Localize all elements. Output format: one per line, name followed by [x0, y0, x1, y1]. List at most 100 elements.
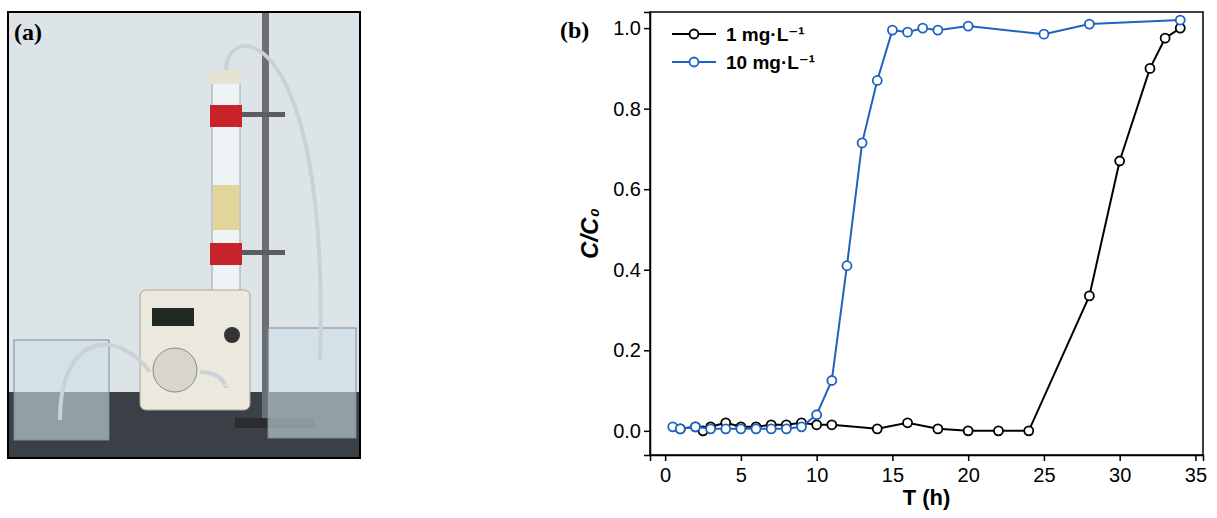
- series-point: [964, 426, 973, 435]
- series-point: [752, 424, 761, 433]
- x-tick: 35: [1185, 455, 1207, 486]
- x-tick: 30: [1109, 455, 1131, 486]
- series-point: [691, 422, 700, 431]
- y-tick: 0.6: [613, 178, 650, 200]
- series-point: [1176, 16, 1185, 25]
- series-point: [842, 261, 851, 270]
- x-tick-label: 20: [958, 464, 980, 486]
- series-point: [873, 424, 882, 433]
- x-tick: 10: [806, 455, 828, 486]
- legend-item: 10 mg·L⁻¹: [672, 52, 815, 73]
- x-tick-label: 30: [1109, 464, 1131, 486]
- series-point: [1115, 157, 1124, 166]
- y-tick: 0.4: [613, 259, 650, 281]
- x-tick-mark: [665, 455, 667, 461]
- x-axis: 0 5 10 15 20 25 30 35: [651, 455, 1208, 486]
- tube: [226, 46, 321, 360]
- x-tick-label: 5: [736, 464, 747, 486]
- y-tick: 0.0: [613, 420, 650, 442]
- legend-label: 1 mg·L⁻¹: [726, 24, 805, 45]
- x-tick-mark: [1119, 455, 1121, 461]
- tube: [200, 372, 226, 387]
- panel-label: (a): [14, 19, 42, 45]
- legend-marker: [690, 30, 699, 39]
- series-point: [1161, 34, 1170, 43]
- photo-panel: (a): [8, 12, 360, 458]
- x-tick-label: 35: [1185, 464, 1207, 486]
- y-tick-mark: [644, 350, 650, 352]
- x-tick: 15: [882, 455, 904, 486]
- series-point: [858, 138, 867, 147]
- series-line: [673, 20, 1181, 429]
- series-point: [691, 422, 700, 431]
- x-tick-label: 15: [882, 464, 904, 486]
- y-tick-label: 1.0: [613, 17, 641, 39]
- series-point: [721, 424, 730, 433]
- y-tick-label: 0.6: [613, 178, 641, 200]
- x-tick: 0: [660, 455, 671, 486]
- series-point: [676, 424, 685, 433]
- pump-knob: [224, 327, 240, 343]
- x-tick-mark: [1044, 455, 1046, 461]
- legend-item: 1 mg·L⁻¹: [672, 24, 805, 45]
- series-point: [827, 420, 836, 429]
- series-point: [797, 422, 806, 431]
- y-tick-mark: [644, 431, 650, 433]
- series-point: [812, 420, 821, 429]
- y-tick-mark: [644, 269, 650, 271]
- tube: [60, 345, 150, 420]
- x-tick-mark: [892, 455, 894, 461]
- y-tick: 1.0: [613, 17, 650, 39]
- series-point: [933, 424, 942, 433]
- y-tick-label: 0.8: [613, 98, 641, 120]
- series-point: [767, 424, 776, 433]
- pump-display: [152, 308, 194, 326]
- x-axis-title: T (h): [903, 485, 951, 510]
- pump-head: [153, 348, 197, 392]
- y-axis-title: C/C₀: [576, 208, 603, 259]
- x-tick: 5: [736, 455, 747, 486]
- y-tick-label: 0.0: [613, 420, 641, 442]
- series-point: [903, 28, 912, 37]
- series-point: [888, 26, 897, 35]
- series-point: [1085, 291, 1094, 300]
- series-line: [680, 28, 1180, 431]
- series-point: [994, 426, 1003, 435]
- y-tick: 0.2: [613, 339, 650, 361]
- series-point: [1085, 20, 1094, 29]
- x-tick: 20: [958, 455, 980, 486]
- series-point: [706, 424, 715, 433]
- pump: [140, 290, 250, 410]
- series-point: [676, 424, 685, 433]
- y-axis-line: [644, 13, 651, 456]
- series-point: [964, 22, 973, 31]
- series-point: [933, 26, 942, 35]
- x-tick-mark: [968, 455, 970, 461]
- y-tick: 0.8: [613, 98, 650, 120]
- plot-frame: [650, 12, 1203, 455]
- x-axis-line: [651, 456, 1204, 462]
- legend-marker: [690, 58, 699, 67]
- plot-area: [668, 16, 1185, 436]
- x-tick-label: 10: [806, 464, 828, 486]
- y-axis: 0.0 0.2 0.4 0.6 0.8 1.0: [613, 13, 650, 456]
- x-tick-label: 25: [1033, 464, 1055, 486]
- x-tick: 25: [1033, 455, 1055, 486]
- column-end: [210, 70, 242, 84]
- y-tick-mark: [644, 28, 650, 30]
- column-cap: [210, 243, 242, 265]
- x-tick-label: 0: [660, 464, 671, 486]
- y-tick-mark: [644, 108, 650, 110]
- legend-label: 10 mg·L⁻¹: [726, 52, 815, 73]
- x-tick-mark: [816, 455, 818, 461]
- column-packing: [213, 185, 239, 230]
- x-tick-mark: [741, 455, 743, 461]
- series-point: [782, 424, 791, 433]
- series-point: [918, 24, 927, 33]
- series-point: [1024, 426, 1033, 435]
- beaker: [268, 328, 356, 438]
- photo-background: [8, 12, 360, 458]
- series-point: [1145, 64, 1154, 73]
- legend: 1 mg·L⁻¹ 10 mg·L⁻¹: [672, 24, 815, 73]
- x-tick-mark: [1195, 455, 1197, 461]
